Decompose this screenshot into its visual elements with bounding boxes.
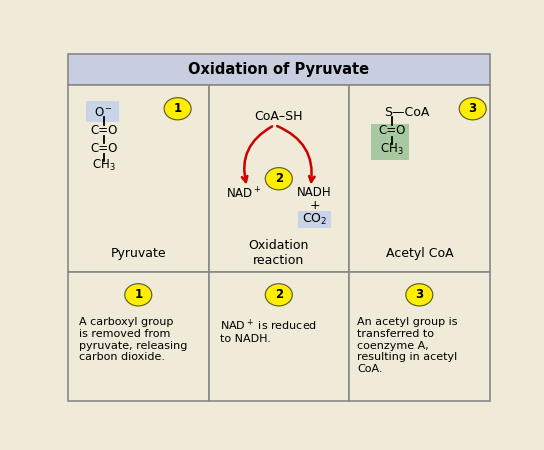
Text: O$^-$: O$^-$ [94, 106, 113, 119]
Text: S—CoA: S—CoA [384, 106, 429, 119]
Text: C=O: C=O [378, 124, 406, 137]
FancyBboxPatch shape [68, 272, 208, 400]
Text: NAD$^+$: NAD$^+$ [226, 187, 262, 202]
Text: 2: 2 [275, 172, 283, 185]
Circle shape [406, 284, 433, 306]
Text: Oxidation of Pyruvate: Oxidation of Pyruvate [188, 62, 369, 77]
FancyBboxPatch shape [68, 54, 490, 85]
FancyBboxPatch shape [349, 85, 490, 272]
Circle shape [265, 284, 292, 306]
Text: 3: 3 [415, 288, 423, 302]
Text: 3: 3 [469, 102, 477, 115]
Text: +: + [310, 199, 320, 212]
Text: CH$_3$: CH$_3$ [92, 158, 116, 173]
Text: C=O: C=O [90, 124, 118, 137]
Text: NAD$^+$ is reduced
to NADH.: NAD$^+$ is reduced to NADH. [220, 317, 317, 344]
Text: 2: 2 [275, 288, 283, 302]
Text: C=O: C=O [90, 142, 118, 155]
FancyBboxPatch shape [371, 124, 409, 160]
Circle shape [265, 168, 292, 190]
Text: 1: 1 [134, 288, 143, 302]
FancyBboxPatch shape [298, 212, 331, 228]
FancyBboxPatch shape [68, 85, 208, 272]
Text: Oxidation
reaction: Oxidation reaction [249, 239, 309, 267]
Text: Pyruvate: Pyruvate [110, 247, 166, 260]
Text: A carboxyl group
is removed from
pyruvate, releasing
carbon dioxide.: A carboxyl group is removed from pyruvat… [79, 317, 188, 362]
FancyBboxPatch shape [208, 272, 349, 400]
Circle shape [459, 98, 486, 120]
Text: 1: 1 [174, 102, 182, 115]
Circle shape [164, 98, 191, 120]
FancyBboxPatch shape [86, 101, 120, 122]
FancyBboxPatch shape [349, 272, 490, 400]
FancyBboxPatch shape [208, 85, 349, 272]
Text: CH$_3$: CH$_3$ [380, 142, 404, 157]
Text: CO$_2$: CO$_2$ [302, 212, 327, 227]
Text: An acetyl group is
transferred to
coenzyme A,
resulting in acetyl
CoA.: An acetyl group is transferred to coenzy… [357, 317, 458, 374]
Text: Acetyl CoA: Acetyl CoA [386, 247, 453, 260]
Text: CoA–SH: CoA–SH [255, 110, 303, 123]
Circle shape [125, 284, 152, 306]
Text: NADH: NADH [298, 186, 332, 199]
